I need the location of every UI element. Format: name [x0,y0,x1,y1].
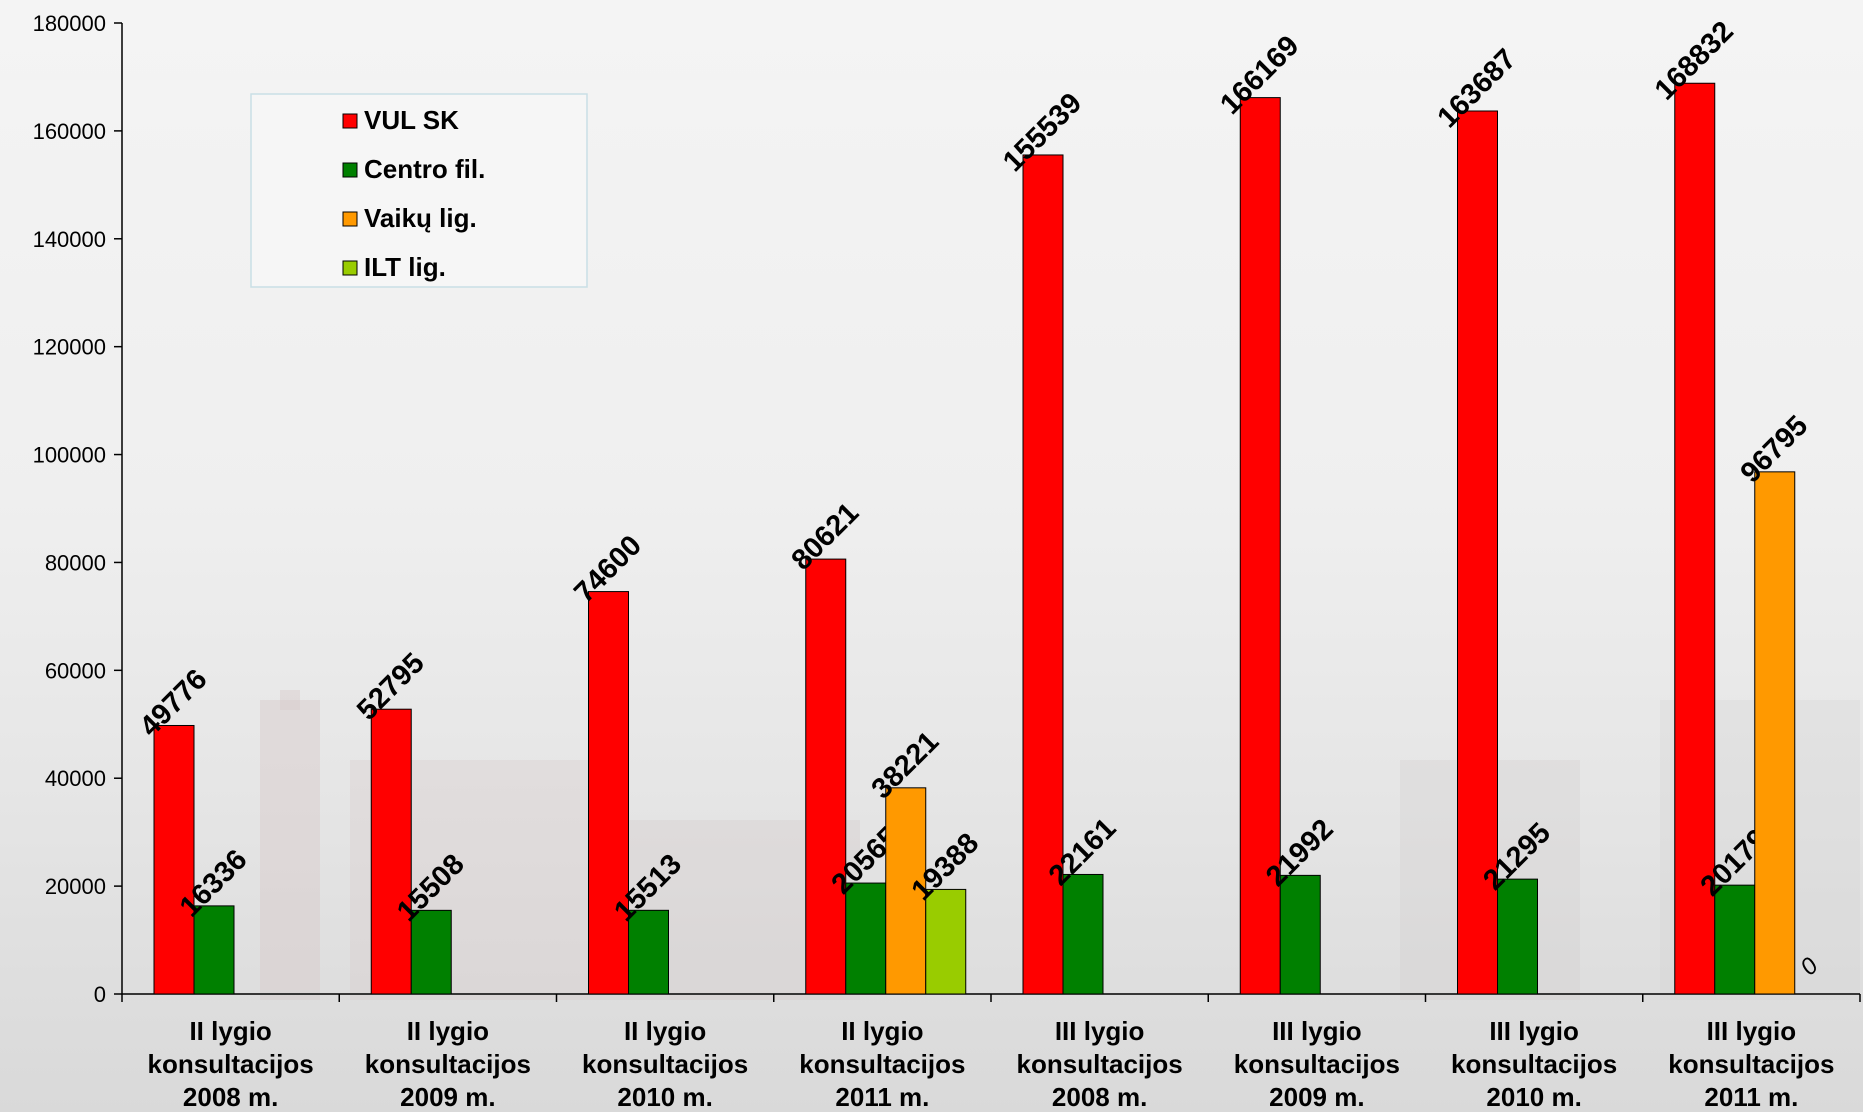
y-tick-label: 160000 [33,119,106,144]
bar [1022,154,1064,995]
bar [193,905,235,995]
category-label-line: III lygio [1489,1016,1579,1046]
category-label-line: 2009 m. [400,1082,495,1112]
category-label: III lygio konsultacijos 2008 m. [1017,1016,1183,1112]
y-tick-label: 140000 [33,227,106,252]
category-label: III lygio konsultacijos 2009 m. [1234,1016,1400,1112]
bar [1674,82,1716,995]
legend-swatch [342,211,358,227]
y-tick-label: 60000 [45,658,106,683]
category-label-line: II lygio [841,1016,923,1046]
bar [1239,97,1281,995]
legend-box [250,93,588,288]
bar [588,591,629,995]
category-label-line: 2011 m. [1704,1082,1798,1112]
bar [1497,878,1538,995]
legend-swatch [342,162,358,178]
bar [1279,874,1321,995]
bar [153,724,195,995]
legend-label: ILT lig. [364,252,446,282]
category-label-line: III lygio [1272,1016,1362,1046]
legend-label: Vaikų lig. [364,203,477,233]
category-label-line: konsultacijos [148,1049,314,1079]
bar [628,909,669,995]
category-label-line: 2011 m. [835,1082,929,1112]
category-label-line: konsultacijos [582,1049,748,1079]
category-label-line: konsultacijos [1668,1049,1834,1079]
category-label: II lygio konsultacijos 2010 m. [582,1016,748,1112]
bar [885,787,927,995]
category-label-line: 2010 m. [1486,1082,1581,1112]
bar [410,909,452,995]
category-label-line: konsultacijos [1017,1049,1183,1079]
bar [370,708,412,995]
y-tick-label: 20000 [45,874,106,899]
category-label-line: konsultacijos [799,1049,965,1079]
y-tick-label: 120000 [33,335,106,360]
category-label: II lygio konsultacijos 2011 m. [799,1016,965,1112]
bar [805,558,847,995]
y-tick-label: 180000 [33,11,106,36]
bar [925,888,967,995]
category-label: II lygio konsultacijos 2008 m. [148,1016,314,1112]
category-label-line: III lygio [1707,1016,1797,1046]
legend-swatch [342,260,358,276]
legend-swatch [342,113,358,129]
category-label-line: konsultacijos [1451,1049,1617,1079]
category-label-line: II lygio [624,1016,706,1046]
legend-label: Centro fil. [364,154,485,184]
y-tick-label: 100000 [33,443,106,468]
y-tick-label: 40000 [45,766,106,791]
category-label-line: III lygio [1055,1016,1145,1046]
category-label-line: konsultacijos [365,1049,531,1079]
bar [1457,110,1498,995]
category-label-line: 2008 m. [1052,1082,1147,1112]
bar [1062,873,1104,995]
legend-label: VUL SK [364,105,459,135]
category-label-line: 2010 m. [617,1082,712,1112]
category-label-line: konsultacijos [1234,1049,1400,1079]
category-label-line: II lygio [407,1016,489,1046]
bar [845,882,887,995]
category-label: II lygio konsultacijos 2009 m. [365,1016,531,1112]
category-label: III lygio konsultacijos 2010 m. [1451,1016,1617,1112]
category-label-line: 2008 m. [183,1082,278,1112]
y-tick-label: 80000 [45,550,106,575]
y-tick-label: 0 [94,982,106,1007]
legend: VUL SK Centro fil. Vaikų lig. ILT lig. [250,93,588,288]
category-label-line: 2009 m. [1269,1082,1364,1112]
category-label: III lygio konsultacijos 2011 m. [1668,1016,1834,1112]
category-label-line: II lygio [189,1016,271,1046]
bar [1754,471,1796,995]
bar [1714,884,1756,995]
